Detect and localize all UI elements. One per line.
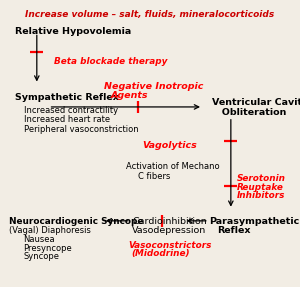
Text: Activation of Mechano: Activation of Mechano (127, 162, 220, 171)
Text: (Midodrine): (Midodrine) (131, 249, 189, 258)
Text: C fibers: C fibers (138, 172, 171, 181)
Text: Increase volume – salt, fluids, mineralocorticoids: Increase volume – salt, fluids, mineralo… (26, 10, 275, 19)
Text: Ventricular Cavity: Ventricular Cavity (212, 98, 300, 108)
Text: Reuptake: Reuptake (237, 183, 284, 192)
Text: Neurocardiogenic Syncope: Neurocardiogenic Syncope (9, 217, 143, 226)
Text: Sympathetic Reflex: Sympathetic Reflex (15, 93, 119, 102)
Text: Cardioinhibition: Cardioinhibition (132, 217, 207, 226)
Text: Vagolytics: Vagolytics (143, 141, 197, 150)
Text: Syncope: Syncope (24, 252, 60, 261)
Text: (Vagal) Diaphoresis: (Vagal) Diaphoresis (9, 226, 91, 235)
Text: Parasympathetic: Parasympathetic (209, 217, 299, 226)
Text: Negative Inotropic: Negative Inotropic (104, 82, 204, 91)
Text: Serotonin: Serotonin (237, 174, 286, 183)
Text: Vasodepression: Vasodepression (132, 226, 207, 235)
Text: Agents: Agents (110, 92, 148, 100)
Text: Obliteration: Obliteration (212, 108, 286, 117)
Text: Vasoconstrictors: Vasoconstrictors (128, 241, 211, 249)
Text: Peripheral vasoconstriction: Peripheral vasoconstriction (24, 125, 138, 134)
Text: Inhibitors: Inhibitors (237, 191, 285, 200)
Text: Increased heart rate: Increased heart rate (24, 115, 110, 124)
Text: Nausea: Nausea (24, 235, 55, 245)
Text: Relative Hypovolemia: Relative Hypovolemia (15, 27, 131, 36)
Text: Increased contractility: Increased contractility (24, 106, 118, 115)
Text: Beta blockade therapy: Beta blockade therapy (55, 57, 168, 66)
Text: Presyncope: Presyncope (24, 244, 72, 253)
Text: Reflex: Reflex (218, 226, 251, 235)
